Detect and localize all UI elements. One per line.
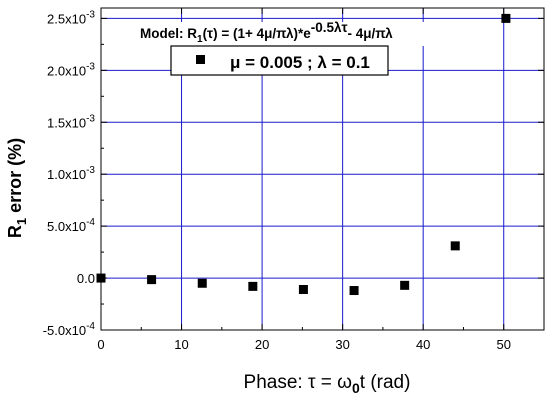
plot-area-frame xyxy=(100,7,545,331)
data-point xyxy=(248,281,258,291)
y-tick-label: 5.0x10-4 xyxy=(47,217,95,234)
x-tick-labels: 0 10 20 30 40 50 xyxy=(97,337,511,352)
data-point xyxy=(96,273,106,283)
y-tick-labels: -5.0x10-4 0.0 5.0x10-4 1.0x10-3 1.5x10-3 2.0x… xyxy=(43,9,96,338)
x-axis-title-sub: 0 xyxy=(352,380,360,396)
axis-ticks xyxy=(100,8,544,331)
annotation-tail: - 4μ/πλ xyxy=(348,26,394,41)
model-annotation: Model: R1(τ) = (1+ 4μ/πλ)*e-0.5λτ- 4μ/πλ xyxy=(140,20,393,45)
x-axis-title-suffix: t (rad) xyxy=(360,372,411,393)
y-tick-label: 1.0x10-3 xyxy=(47,165,95,182)
annotation-sub: 1 xyxy=(197,34,203,45)
annotation-background xyxy=(136,22,448,46)
y-axis-title: R1 error (%) xyxy=(5,138,29,238)
y-axis-title-prefix: R xyxy=(5,225,25,238)
annotation-exponent: -0.5λτ xyxy=(311,20,348,35)
data-point xyxy=(349,286,359,296)
x-tick-label: 20 xyxy=(255,337,269,352)
legend-frame xyxy=(170,45,389,76)
y-tick-label: 2.5x10-3 xyxy=(47,9,95,26)
annotation-prefix: Model: R xyxy=(140,26,197,41)
data-point xyxy=(501,13,511,23)
x-axis-title-prefix: Phase: τ = ω xyxy=(244,372,353,393)
y-tick-label: -5.0x10-4 xyxy=(43,321,96,338)
x-tick-label: 10 xyxy=(174,337,188,352)
data-points xyxy=(96,13,511,296)
data-point xyxy=(450,241,460,251)
data-point xyxy=(197,278,207,288)
y-axis-title-sub: 1 xyxy=(14,218,29,225)
data-point xyxy=(298,284,308,294)
y-tick-label: 0.0 xyxy=(77,271,95,286)
annotation-mid: = (1+ 4μ/πλ)*e xyxy=(218,26,312,41)
legend-marker xyxy=(196,55,205,64)
x-tick-label: 30 xyxy=(335,337,349,352)
x-tick-label: 0 xyxy=(97,337,104,352)
legend: μ = 0.005 ; λ = 0.1 xyxy=(170,45,389,76)
y-tick-label: 1.5x10-3 xyxy=(47,113,95,130)
legend-label: μ = 0.005 ; λ = 0.1 xyxy=(230,53,370,72)
y-tick-label: 2.0x10-3 xyxy=(47,61,95,78)
x-tick-label: 40 xyxy=(416,337,430,352)
x-tick-label: 50 xyxy=(496,337,510,352)
annotation-tau: (τ) xyxy=(203,26,218,41)
data-point xyxy=(147,275,157,285)
x-axis-title: Phase: τ = ω0t (rad) xyxy=(244,372,411,396)
data-point xyxy=(400,280,410,290)
y-axis-title-suffix: error (%) xyxy=(5,138,25,218)
